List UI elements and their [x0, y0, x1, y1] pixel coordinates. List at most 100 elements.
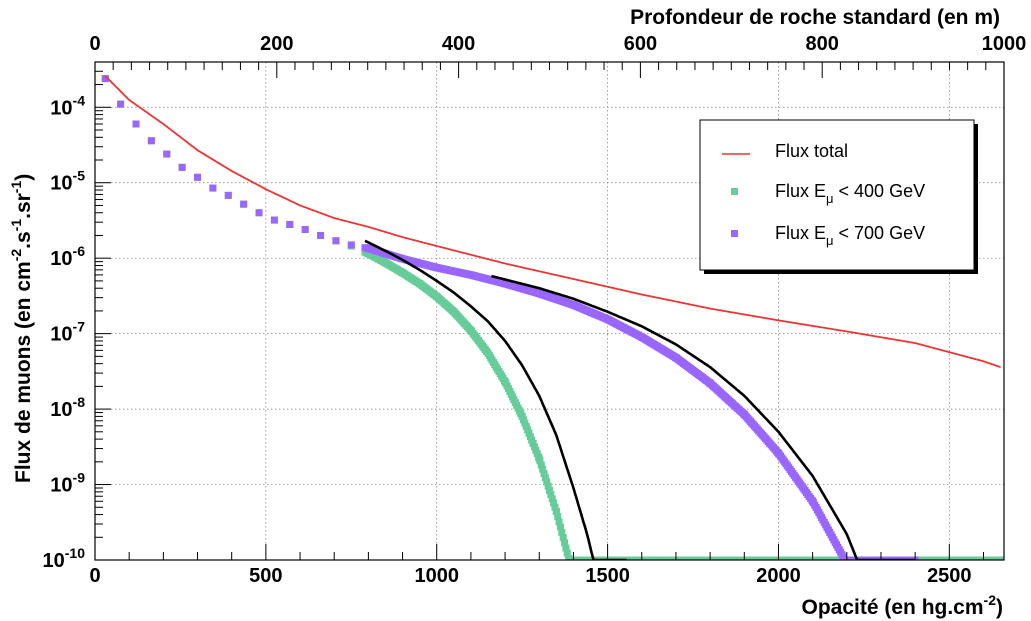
y-axis-title-sup-1: -2: [8, 249, 24, 262]
y-tick-label: 10-6: [50, 243, 85, 270]
legend-box: [699, 119, 975, 271]
y-tick-base: 10: [50, 248, 72, 270]
data-point: [559, 534, 567, 542]
y-tick-exponent: -5: [73, 168, 86, 184]
data-point: [224, 191, 232, 199]
data-point: [548, 495, 556, 503]
data-point: [556, 523, 564, 531]
y-tick-label: 10-10: [43, 545, 86, 572]
y-tick-base: 10: [50, 399, 72, 421]
legend-label-700-end: < 700 GeV: [834, 223, 926, 243]
data-point: [547, 491, 555, 499]
y-tick-label: 10-4: [50, 92, 85, 119]
data-point: [240, 200, 248, 208]
data-point: [536, 457, 544, 465]
y-tick-label: 10-9: [50, 470, 85, 497]
y-tick-base: 10: [50, 324, 72, 346]
data-point: [541, 474, 549, 482]
data-point: [301, 225, 309, 233]
data-point: [178, 163, 186, 171]
data-point: [101, 75, 109, 83]
y-axis-title-part-sr: .sr: [12, 193, 35, 219]
axis-ticks: [94, 62, 1005, 561]
y-tick-base: 10: [43, 550, 65, 572]
data-point: [544, 482, 552, 490]
data-point: [270, 216, 278, 224]
legend-label-700-sub: μ: [826, 233, 834, 248]
data-point: [563, 549, 571, 557]
data-point: [332, 237, 340, 245]
y-axis-title-part-s: .s: [12, 231, 35, 249]
series-0-line: [104, 75, 1002, 368]
y-tick-base: 10: [50, 173, 72, 195]
data-point: [997, 556, 1004, 560]
top-tick-label: 400: [442, 33, 475, 55]
y-tick-exponent: -9: [73, 470, 86, 486]
series-2-markers: [101, 75, 919, 560]
x-tick-label: 2000: [756, 565, 801, 587]
data-point: [132, 120, 140, 128]
data-point: [558, 528, 566, 536]
y-tick-label: 10-8: [50, 394, 85, 421]
y-axis-title-main: Flux de muons (en cm: [12, 261, 35, 483]
data-point: [347, 241, 355, 249]
data-point: [552, 507, 560, 515]
x-axis-title-main: Opacité (en hg.cm: [802, 596, 984, 619]
data-point: [550, 499, 558, 507]
top-tick-label: 800: [806, 33, 839, 55]
x-axis-title: Opacité (en hg.cm-2): [802, 592, 1004, 619]
x-axis-title-end: ): [996, 596, 1003, 619]
top-tick-label: 0: [89, 33, 100, 55]
y-tick-exponent: -4: [73, 92, 86, 108]
legend-label-400: Flux Eμ < 400 GeV: [775, 181, 925, 206]
y-tick-base: 10: [50, 97, 72, 119]
data-point: [546, 486, 553, 494]
data-point: [209, 184, 217, 192]
data-point: [561, 539, 569, 547]
data-point: [317, 231, 325, 239]
x-tick-label: 2500: [927, 565, 972, 587]
y-axis-title: Flux de muons (en cm-2.s-1.sr-1): [8, 174, 35, 483]
data-point: [535, 453, 543, 461]
data-point: [910, 556, 918, 560]
fit-curve: [364, 239, 627, 560]
data-point: [163, 150, 171, 158]
legend-marker-400: [731, 188, 738, 195]
y-tick-base: 10: [50, 475, 72, 497]
legend-label-flux-total: Flux total: [775, 141, 848, 161]
legend-label-400-main: Flux E: [775, 181, 826, 201]
x-axis-title-sup: -2: [984, 592, 997, 608]
legend-label-400-end: < 400 GeV: [834, 181, 926, 201]
data-point: [551, 503, 559, 511]
top-tick-label: 200: [260, 33, 293, 55]
legend-marker-700: [731, 230, 738, 237]
data-point: [562, 544, 570, 552]
data-point: [255, 209, 263, 217]
y-tick-exponent: -8: [73, 394, 86, 410]
legend-label-700-main: Flux E: [775, 223, 826, 243]
y-axis-title-sup-2: -1: [8, 219, 24, 232]
data-point: [537, 461, 545, 469]
y-tick-exponent: -7: [73, 319, 86, 335]
legend-label-400-sub: μ: [826, 191, 834, 206]
y-tick-label: 10-5: [50, 168, 85, 195]
series-layer: [101, 75, 1004, 560]
fit-curve: [491, 274, 917, 560]
x-tick-label: 1000: [414, 565, 459, 587]
y-axis-title-sup-3: -1: [8, 181, 24, 194]
data-point: [147, 137, 155, 145]
data-point: [539, 465, 547, 473]
data-point: [554, 513, 562, 521]
data-point: [555, 518, 563, 526]
y-tick-exponent: -10: [65, 545, 85, 561]
y-tick-label: 10-7: [50, 319, 85, 346]
top-axis-title: Profondeur de roche standard (en m): [630, 6, 1000, 29]
data-point: [117, 100, 125, 108]
y-tick-exponent: -6: [73, 243, 86, 259]
legend: Flux total Flux Eμ < 400 GeV Flux Eμ < 7…: [699, 119, 978, 274]
x-tick-label: 500: [249, 565, 282, 587]
x-tick-label: 1500: [585, 565, 630, 587]
legend-label-700: Flux Eμ < 700 GeV: [775, 223, 925, 248]
